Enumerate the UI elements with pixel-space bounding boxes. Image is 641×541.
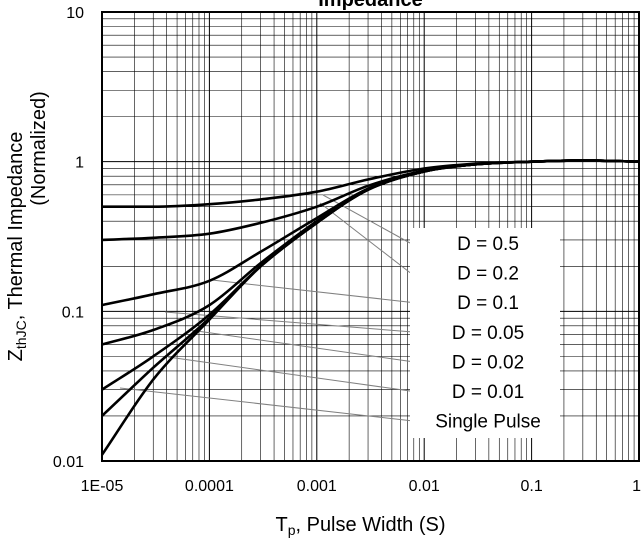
x-tick-label: 1E-05	[81, 478, 124, 495]
legend: D = 0.5 D = 0.2 D = 0.1 D = 0.05 D = 0.02 D =…	[410, 228, 560, 438]
y-tick-label: 0.1	[62, 304, 84, 321]
y-tick-label: 0.01	[53, 454, 84, 471]
series-line-d-0-5	[102, 159, 640, 208]
x-tick-label: 1	[632, 478, 641, 495]
legend-leader-lines	[119, 194, 411, 422]
series-lines	[100, 159, 640, 456]
x-tick-label: 0.001	[297, 478, 337, 495]
leader-line-d-0-2	[319, 202, 411, 273]
x-axis-label: Tp, Pulse Width (S)	[275, 514, 445, 538]
leader-line-d-0-5	[322, 194, 411, 244]
leader-line-d-0-01	[167, 356, 411, 392]
series-line-single-pulse	[100, 159, 640, 456]
y-tick-label: 10	[66, 5, 84, 22]
y-tick-label: 1	[75, 155, 84, 172]
x-tick-labels: 1E-05 0.0001 0.001 0.01 0.1 1	[81, 478, 641, 495]
chart-title: Impedance	[318, 0, 422, 11]
leader-line-d-0-02	[189, 329, 411, 362]
x-tick-label: 0.01	[409, 478, 440, 495]
series-line-d-0-2	[101, 159, 640, 242]
legend-item-d-0-5: D = 0.5	[457, 234, 519, 255]
legend-item-d-0-05: D = 0.05	[452, 323, 524, 344]
legend-box	[410, 228, 560, 438]
x-tick-label: 0.1	[520, 478, 542, 495]
x-tick-label: 0.0001	[185, 478, 234, 495]
leader-line-d-0-05	[164, 311, 411, 333]
leader-line-single-pulse	[119, 387, 411, 422]
y-tick-labels: 0.01 0.1 1 10	[53, 5, 84, 471]
legend-item-d-0-2: D = 0.2	[457, 264, 519, 285]
legend-item-d-0-02: D = 0.02	[452, 352, 524, 373]
leader-line-d-0-1	[211, 279, 411, 303]
y-axis-label: ZthJC, Thermal Impedance (Normalized)	[5, 91, 50, 361]
y-axis-label-line2: (Normalized)	[28, 91, 50, 205]
legend-item-single-pulse: Single Pulse	[435, 412, 541, 433]
plot-frame	[101, 11, 640, 462]
y-axis-label-line1: ZthJC, Thermal Impedance	[5, 132, 29, 362]
legend-item-d-0-1: D = 0.1	[457, 293, 519, 314]
legend-item-d-0-01: D = 0.01	[452, 382, 524, 403]
